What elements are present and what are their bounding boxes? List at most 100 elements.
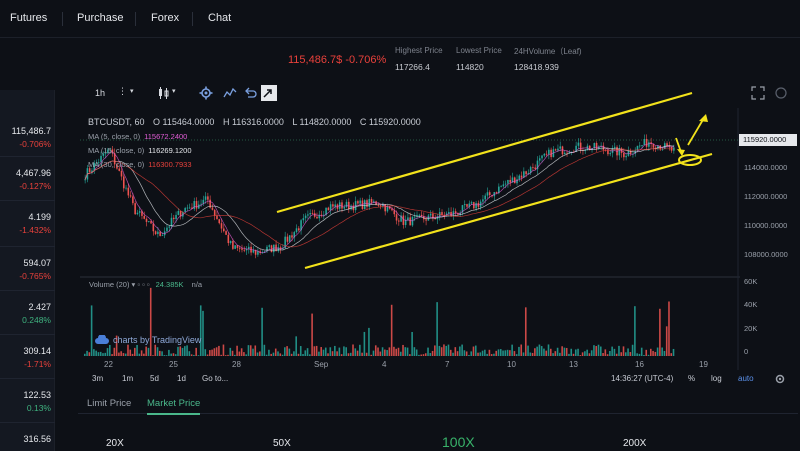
volume-bar	[186, 345, 188, 356]
undo-icon[interactable]	[243, 86, 257, 100]
vol-tick: 40K	[744, 300, 758, 309]
leverage-20x[interactable]: 20X	[106, 438, 124, 449]
indicators-icon[interactable]	[223, 86, 237, 100]
candle-body	[188, 207, 191, 209]
volume-bar	[356, 350, 359, 356]
candle-body	[502, 184, 505, 187]
market-list-item[interactable]: 4.199 -1.432%	[0, 212, 55, 235]
volume-bar	[431, 350, 434, 356]
market-list-item[interactable]: 316.56	[0, 434, 55, 447]
volume-bar	[411, 331, 413, 356]
volume-bar	[168, 349, 170, 356]
vol-tick: 0	[744, 347, 749, 356]
candle-body	[327, 207, 330, 211]
market-price: 4,467.96	[15, 168, 51, 178]
candle-type-icon[interactable]	[156, 86, 170, 100]
chevron-down-icon[interactable]: ▾	[130, 88, 134, 95]
nav-purchase[interactable]: Purchase	[77, 12, 124, 24]
ohlc-legend: BTCUSDT, 60 O 115464.0000 H 116316.0000 …	[88, 117, 421, 127]
chevron-down-icon[interactable]: ▾	[172, 88, 176, 95]
interval-selector[interactable]: 1h	[95, 88, 106, 98]
auto-scale-button[interactable]: auto	[738, 374, 754, 383]
goto-date-button[interactable]: Go to...	[202, 374, 229, 383]
leverage-50x[interactable]: 50X	[273, 438, 291, 449]
candle-body	[229, 241, 232, 244]
candle-body	[197, 204, 200, 209]
nav-separator	[192, 12, 193, 26]
percent-scale-button[interactable]: %	[688, 374, 696, 383]
volume-bar	[597, 344, 600, 356]
volume-bar	[127, 344, 129, 356]
volume-bar	[213, 348, 216, 356]
volume-bar	[397, 347, 400, 356]
market-list-item[interactable]: 309.14 -1.71%	[0, 346, 55, 369]
volume-bar	[172, 353, 175, 356]
range-5d-button[interactable]: 5d	[150, 374, 159, 383]
volume-bar	[661, 347, 663, 356]
market-list-item[interactable]: 594.07 -0.765%	[0, 258, 55, 281]
clock-readout[interactable]: 14:36:27 (UTC-4)	[611, 374, 674, 383]
range-3m-button[interactable]: 3m	[92, 374, 104, 383]
leverage-200x[interactable]: 200X	[623, 438, 647, 449]
nav-chat[interactable]: Chat	[208, 12, 232, 24]
candle-body	[382, 204, 384, 207]
volume-bar	[620, 352, 623, 356]
volume-bar	[386, 350, 388, 356]
fullscreen-icon[interactable]	[751, 86, 765, 100]
chart-settings-icon[interactable]	[773, 372, 787, 386]
tab-limit-price[interactable]: Limit Price	[87, 398, 132, 409]
share-icon[interactable]	[261, 85, 277, 101]
candle-body	[363, 200, 366, 210]
volume-bar	[581, 352, 584, 356]
market-list-item[interactable]: 4,467.96 -0.127%	[0, 168, 55, 191]
candle-body	[379, 205, 382, 207]
channel-upper-line	[276, 91, 693, 214]
candle-body	[204, 196, 207, 200]
leverage-100x[interactable]: 100X	[442, 434, 475, 450]
candle-body	[125, 187, 127, 189]
nav-futures[interactable]: Futures	[10, 12, 48, 24]
volume-bar	[259, 351, 261, 356]
candle-body	[545, 153, 548, 155]
volume-bar	[593, 345, 595, 356]
gear-icon[interactable]	[199, 86, 213, 100]
market-list-item[interactable]: 115,486.7 -0.706%	[0, 126, 55, 149]
volume-bar	[95, 350, 97, 356]
nav-forex[interactable]: Forex	[151, 12, 180, 24]
volume-bar	[313, 346, 316, 356]
candle-body	[118, 168, 121, 171]
range-1d-button[interactable]: 1d	[177, 374, 186, 383]
candle-body	[111, 149, 114, 154]
volume-bar	[399, 351, 402, 356]
more-menu-icon[interactable]: ⋮	[118, 86, 127, 96]
log-scale-button[interactable]: log	[711, 374, 722, 383]
candle-body	[161, 235, 164, 237]
candle-body	[611, 147, 614, 154]
volume-bar	[561, 346, 563, 356]
volume-bar	[484, 349, 486, 356]
market-list-item[interactable]: 122.53 0.13%	[0, 390, 55, 413]
volume-bar	[88, 352, 91, 356]
tab-market-price[interactable]: Market Price	[147, 398, 201, 415]
candle-body	[466, 204, 468, 207]
symbol-label[interactable]: BTCUSDT, 60	[88, 117, 145, 127]
volume-bar	[643, 355, 645, 356]
candle-body	[209, 199, 211, 208]
ma30-legend[interactable]: MA (30, close, 0) 116300.7933	[88, 160, 192, 169]
tradingview-logo[interactable]: charts by TradingView	[95, 335, 201, 345]
volume-bar	[113, 347, 116, 356]
range-1m-button[interactable]: 1m	[122, 374, 134, 383]
candle-body	[145, 218, 148, 222]
volume-legend[interactable]: Volume (20) ▾ ▫ ▫ ▫ 24.385K n/a	[89, 280, 203, 289]
screenshot-icon[interactable]	[774, 86, 788, 100]
ma5-legend[interactable]: MA (5, close, 0) 115672.2400	[88, 132, 188, 141]
volume-bar	[331, 351, 334, 356]
volume-bar	[111, 354, 113, 356]
candle-body	[468, 203, 471, 207]
volume-bar	[413, 347, 416, 356]
volume-bar	[286, 346, 288, 356]
candle-body	[263, 251, 266, 253]
market-list-item[interactable]: 2.427 0.248%	[0, 302, 55, 325]
ma15-legend[interactable]: MA (15, close, 0) 116269.1200	[88, 146, 192, 155]
